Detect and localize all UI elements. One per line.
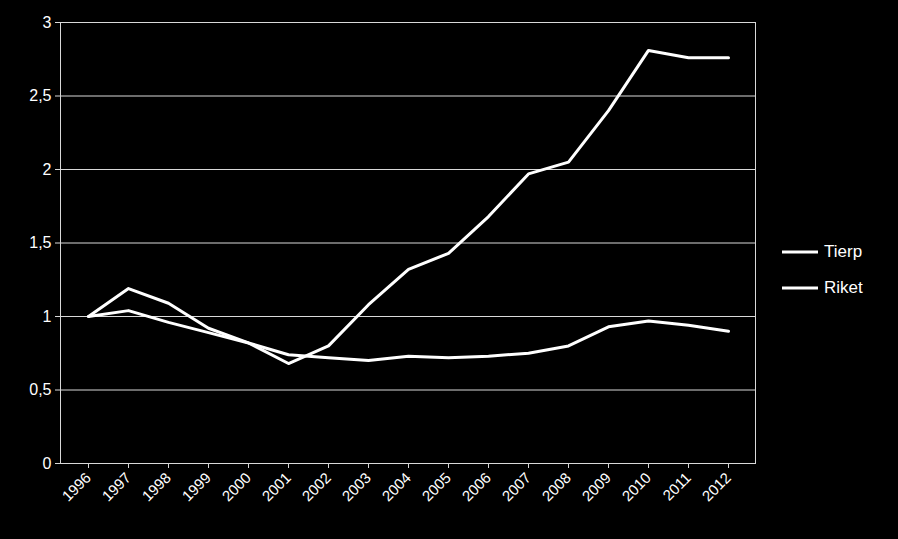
- svg-text:1999: 1999: [178, 469, 214, 505]
- svg-text:2001: 2001: [258, 469, 294, 505]
- svg-text:2003: 2003: [338, 469, 374, 505]
- svg-text:2004: 2004: [378, 469, 414, 505]
- svg-text:3: 3: [43, 14, 52, 31]
- svg-text:2012: 2012: [698, 469, 734, 505]
- svg-text:0: 0: [43, 455, 52, 472]
- svg-text:2: 2: [43, 161, 52, 178]
- svg-text:1,5: 1,5: [29, 234, 51, 251]
- svg-text:2011: 2011: [659, 469, 694, 504]
- svg-text:1997: 1997: [98, 469, 134, 505]
- svg-text:1998: 1998: [138, 469, 174, 505]
- svg-text:2006: 2006: [458, 469, 494, 505]
- svg-text:1: 1: [43, 308, 52, 325]
- svg-text:2010: 2010: [618, 469, 654, 505]
- svg-text:2007: 2007: [498, 469, 534, 505]
- html-text:Tierp: Tierp: [824, 241, 863, 261]
- svg-text:2002: 2002: [298, 469, 334, 505]
- svg-text:2,5: 2,5: [29, 87, 51, 104]
- svg-text:2008: 2008: [538, 469, 574, 505]
- html-text:Riket: Riket: [824, 277, 863, 297]
- svg-text:2005: 2005: [418, 469, 454, 505]
- svg-text:2000: 2000: [218, 469, 254, 505]
- svg-text:1996: 1996: [58, 469, 94, 505]
- svg-text:2009: 2009: [578, 469, 614, 505]
- svg-text:0,5: 0,5: [29, 381, 51, 398]
